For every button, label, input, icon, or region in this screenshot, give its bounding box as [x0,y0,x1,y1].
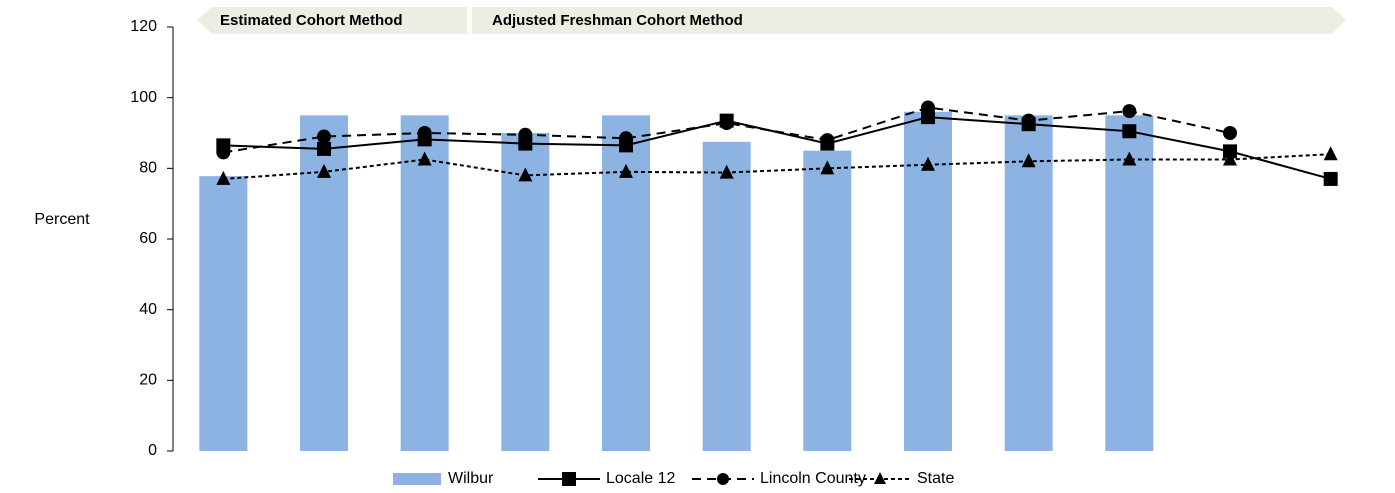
marker [820,160,835,175]
marker [1021,153,1036,168]
marker [719,116,734,131]
y-axis-label: Percent [34,211,90,228]
marker [317,141,331,156]
y-tick-label: 80 [139,160,157,177]
banner: Estimated Cohort Method Adjusted Freshma… [197,7,1346,34]
marker [417,151,432,166]
legend-marker [717,473,729,485]
bar [1105,115,1154,451]
legend-label: Locale 12 [606,470,675,487]
marker [921,100,935,115]
marker [216,170,231,185]
marker [417,126,432,140]
marker [1223,151,1237,166]
bar [702,141,751,452]
marker [518,167,533,182]
marker [1223,144,1237,159]
marker [1122,104,1137,119]
legend-label: Wilbur [448,470,494,487]
legend-label: State [917,470,954,487]
marker [820,133,835,148]
banner-right [472,7,1346,34]
marker [518,127,533,142]
marker [1223,126,1237,140]
bar [1004,115,1053,451]
y-tick-label: 40 [139,301,157,318]
marker [317,163,331,178]
banner-label: Estimated Cohort Method [220,12,403,29]
marker [619,163,633,178]
marker [317,129,331,144]
marker [719,164,734,179]
banner-label: Adjusted Freshman Cohort Method [492,12,743,29]
bar [803,150,852,451]
bar [400,115,449,451]
marker [1323,171,1338,186]
marker [619,131,633,146]
marker [216,145,231,160]
y-tick-label: 60 [139,230,157,247]
y-tick-label: 20 [139,372,157,389]
bar [199,176,248,451]
legend-marker [874,472,886,484]
marker [1021,113,1036,128]
marker [921,156,935,171]
marker [1122,151,1137,166]
banner-left [197,7,467,34]
line [223,153,1331,180]
y-tick-label: 100 [130,89,157,106]
legend-marker [562,472,576,486]
y-tick-label: 0 [148,442,157,459]
bar [501,133,550,451]
marker [1122,124,1137,139]
y-tick-label: 120 [130,18,157,35]
marker [1323,146,1338,161]
line [223,106,1231,154]
legend-label: Lincoln County [760,470,866,487]
legend-swatch [393,473,441,485]
